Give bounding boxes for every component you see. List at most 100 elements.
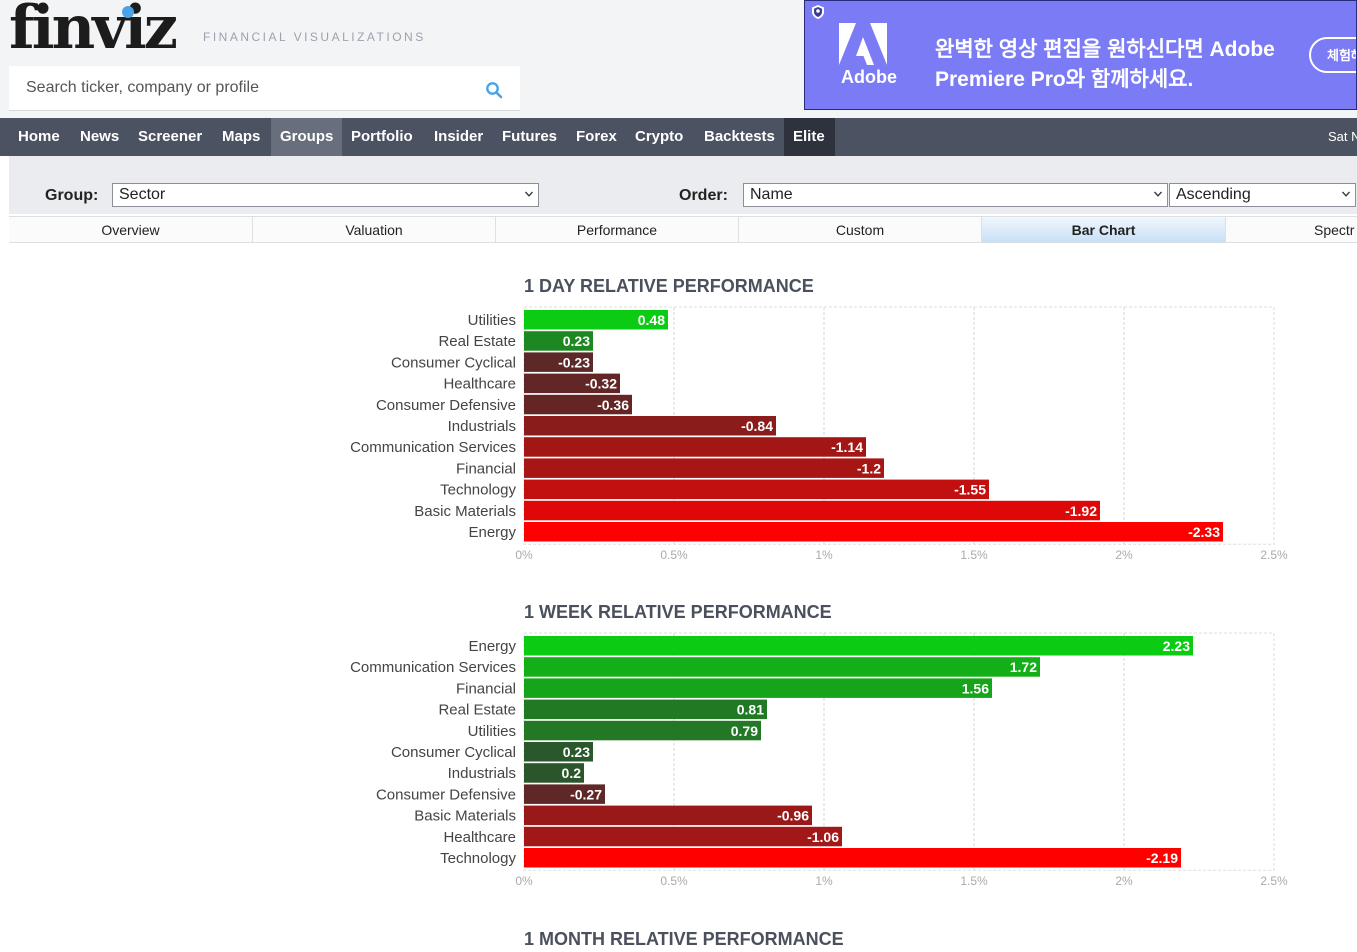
adobe-logo-icon (839, 23, 887, 65)
bar-value-label: -1.92 (1065, 503, 1097, 519)
category-label: Basic Materials (414, 503, 516, 520)
order-select[interactable]: Name (743, 183, 1168, 207)
ad-cta-button[interactable]: 체험해 (1309, 37, 1356, 73)
group-controls: Group: Sector Order: Name Ascending (9, 156, 1357, 214)
tab-bar-chart[interactable]: Bar Chart (982, 217, 1226, 242)
ad-choices-icon[interactable] (810, 4, 826, 20)
bar-value-label: -1.14 (831, 439, 863, 455)
bar[interactable] (524, 763, 584, 783)
logo-dot (122, 6, 134, 18)
bar[interactable] (524, 848, 1181, 868)
bar-value-label: 0.23 (563, 333, 590, 349)
category-label: Energy (468, 638, 516, 655)
chevron-down-icon (1154, 191, 1162, 197)
bar-value-label: 2.23 (1163, 638, 1190, 654)
nav-portfolio[interactable]: Portfolio (351, 128, 413, 145)
search-input[interactable] (9, 66, 469, 110)
bar[interactable] (524, 437, 866, 457)
bar-value-label: 0.79 (731, 723, 758, 739)
x-tick-label: 2.5% (1260, 548, 1288, 562)
bar-value-label: -0.84 (741, 418, 773, 434)
x-tick-label: 1.5% (960, 548, 988, 562)
order-select-value: Name (750, 186, 793, 203)
nav-backtests[interactable]: Backtests (704, 128, 775, 145)
nav-groups[interactable]: Groups (271, 118, 342, 156)
ad-text-line2: Premiere Pro와 함께하세요. (935, 68, 1194, 91)
category-label: Utilities (468, 723, 516, 740)
chevron-down-icon (1342, 191, 1350, 197)
bar-value-label: 0.23 (563, 744, 590, 760)
category-label: Healthcare (443, 376, 516, 393)
bar-value-label: -0.36 (597, 397, 629, 413)
bar[interactable] (524, 416, 776, 436)
bar[interactable] (524, 636, 1193, 656)
bar-value-label: -1.2 (857, 460, 881, 476)
bar[interactable] (524, 720, 761, 741)
group-select[interactable]: Sector (112, 183, 539, 207)
group-label: Group: (45, 187, 99, 204)
main-nav: Home News Screener Maps Groups Portfolio… (0, 118, 1357, 156)
bar-value-label: -0.27 (570, 786, 602, 802)
bar[interactable] (524, 805, 812, 826)
category-label: Industrials (448, 765, 516, 782)
x-tick-label: 2% (1115, 874, 1133, 888)
nav-futures[interactable]: Futures (502, 128, 558, 145)
bar[interactable] (524, 310, 668, 330)
bar-value-label: -1.06 (807, 829, 839, 845)
tab-valuation[interactable]: Valuation (253, 217, 496, 242)
chevron-down-icon (525, 191, 533, 197)
bar[interactable] (524, 657, 1040, 677)
bar[interactable] (524, 742, 593, 762)
bar[interactable] (524, 678, 992, 698)
bar[interactable] (524, 479, 989, 500)
x-tick-label: 1.5% (960, 874, 988, 888)
bar[interactable] (524, 500, 1100, 521)
x-tick-label: 0.5% (660, 874, 688, 888)
nav-news[interactable]: News (80, 128, 120, 145)
nav-forex[interactable]: Forex (576, 128, 617, 145)
order-label: Order: (679, 187, 728, 204)
tab-spectrum[interactable]: Spectr (1314, 222, 1355, 238)
x-tick-label: 2.5% (1260, 874, 1288, 888)
direction-select[interactable]: Ascending (1169, 183, 1356, 207)
bar-value-label: 0.81 (737, 702, 764, 718)
tab-custom[interactable]: Custom (739, 217, 982, 242)
nav-maps[interactable]: Maps (222, 128, 261, 145)
bar[interactable] (524, 331, 593, 351)
category-label: Consumer Defensive (376, 786, 516, 803)
view-tabs: Overview Valuation Performance Custom Ba… (9, 216, 1357, 243)
bar[interactable] (524, 699, 767, 720)
category-label: Real Estate (438, 333, 516, 350)
tab-performance[interactable]: Performance (496, 217, 739, 242)
ad-banner[interactable]: Adobe 완벽한 영상 편집을 원하신다면 Adobe Premiere Pr… (804, 0, 1357, 110)
category-label: Communication Services (350, 659, 516, 676)
bar[interactable] (524, 826, 842, 847)
nav-insider[interactable]: Insider (434, 128, 484, 145)
nav-screener[interactable]: Screener (138, 128, 203, 145)
bar[interactable] (524, 352, 593, 372)
nav-date: Sat N (1328, 129, 1357, 144)
category-label: Energy (468, 524, 516, 541)
bar[interactable] (524, 784, 605, 804)
bar[interactable] (524, 373, 620, 394)
bar[interactable] (524, 458, 884, 478)
category-label: Financial (456, 680, 516, 697)
x-tick-label: 0% (515, 548, 533, 562)
bar-value-label: -0.32 (585, 376, 617, 392)
chart-title-1-day: 1 DAY RELATIVE PERFORMANCE (524, 276, 814, 296)
nav-elite[interactable]: Elite (784, 118, 835, 156)
search-icon[interactable] (485, 81, 503, 99)
bar[interactable] (524, 394, 632, 415)
category-label: Communication Services (350, 439, 516, 456)
bar-value-label: -0.96 (777, 808, 809, 824)
direction-select-value: Ascending (1176, 186, 1251, 203)
tab-overview[interactable]: Overview (9, 217, 253, 242)
category-label: Basic Materials (414, 808, 516, 825)
finviz-logo[interactable]: finviz (9, 0, 178, 63)
nav-home[interactable]: Home (18, 128, 60, 145)
bar[interactable] (524, 522, 1223, 542)
nav-crypto[interactable]: Crypto (635, 128, 684, 145)
bar-value-label: -0.23 (558, 354, 590, 370)
bar-value-label: 1.72 (1010, 659, 1037, 675)
bar-value-label: -1.55 (954, 482, 986, 498)
